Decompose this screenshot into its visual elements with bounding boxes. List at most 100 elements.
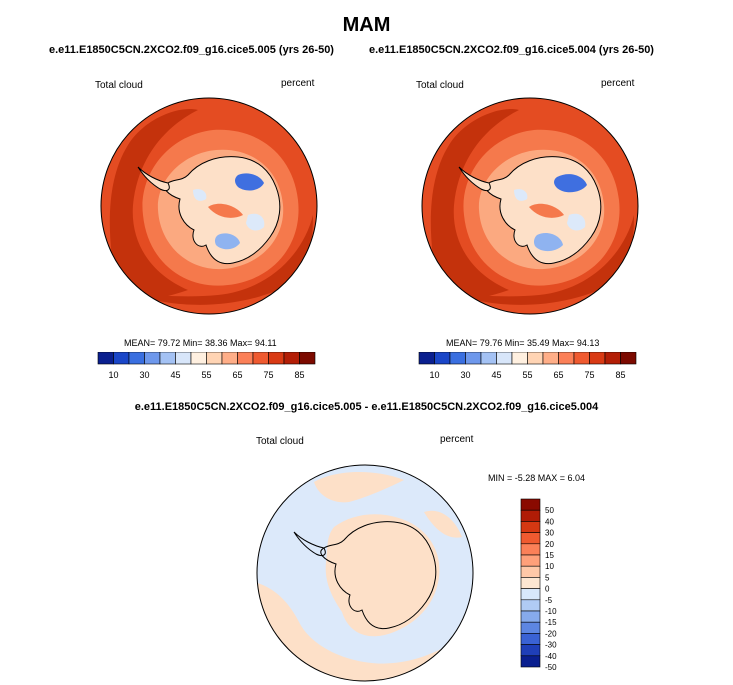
colorbar-cell [113, 352, 130, 365]
diff-peach-region-3 [257, 582, 473, 681]
colorbar-cell [573, 352, 590, 365]
colorbar-cell [465, 352, 482, 365]
panel1-blue-patch-1 [235, 173, 264, 191]
panel2-ross-sea [529, 203, 564, 218]
diff-colorbar-cells [520, 498, 541, 668]
panel2-map [421, 97, 639, 315]
colorbar-tick-label: 65 [232, 370, 242, 380]
colorbar-tick-label: -5 [545, 596, 553, 605]
panel1-blue-patch-3 [246, 213, 265, 231]
colorbar-cell [97, 352, 114, 365]
colorbar-tick-label: 15 [545, 551, 554, 560]
colorbar-tick-label: -15 [545, 618, 557, 627]
diff-map [256, 464, 474, 682]
colorbar-cell [252, 352, 269, 365]
colorbar-cell [520, 655, 541, 668]
colorbar-tick-label: 30 [545, 529, 554, 538]
panel1-units-label: percent [281, 78, 315, 89]
colorbar-cell [144, 352, 161, 365]
colorbar-cell [449, 352, 466, 365]
colorbar-tick-label: 30 [139, 370, 149, 380]
colorbar-tick-label: 85 [294, 370, 304, 380]
panel2-case-title: e.e11.E1850C5CN.2XCO2.f09_g16.cice5.004 … [369, 44, 654, 56]
colorbar-cell [520, 498, 541, 511]
panel2-variable-label: Total cloud [416, 80, 464, 91]
panel2-blue-patch-3 [567, 213, 586, 231]
colorbar-tick-label: 85 [615, 370, 625, 380]
colorbar-cell [434, 352, 451, 365]
diff-peninsula-outline [293, 531, 326, 557]
colorbar-tick-label: 75 [263, 370, 273, 380]
diff-peach-region-2 [325, 514, 440, 637]
colorbar-cell [520, 543, 541, 556]
colorbar-tick-label: 55 [522, 370, 532, 380]
diff-variable-label: Total cloud [256, 436, 304, 447]
panel1-colorbar: 1030455565758595 [97, 352, 316, 380]
panel1-variable-label: Total cloud [95, 80, 143, 91]
panel1-colorbar-labels: 1030455565758595 [108, 370, 304, 380]
colorbar-tick-label: 0 [545, 585, 550, 594]
panel2-dark-ring [430, 109, 519, 301]
colorbar-cell [511, 352, 528, 365]
colorbar-cell [558, 352, 575, 365]
colorbar-tick-label: -10 [545, 607, 557, 616]
colorbar-cell [520, 633, 541, 645]
diff-title: e.e11.E1850C5CN.2XCO2.f09_g16.cice5.005 … [134, 401, 599, 413]
colorbar-tick-label: 10 [108, 370, 118, 380]
diff-stats: MIN = -5.28 MAX = 6.04 [488, 473, 586, 483]
colorbar-cell [589, 352, 606, 365]
panel1-case-title: e.e11.E1850C5CN.2XCO2.f09_g16.cice5.005 … [49, 44, 334, 56]
colorbar-tick-label: 10 [545, 562, 554, 571]
colorbar-cell [159, 352, 176, 365]
diff-peach-region-4 [424, 510, 462, 538]
colorbar-cell [520, 577, 541, 589]
colorbar-cell [520, 599, 541, 612]
colorbar-cell [520, 644, 541, 657]
panel1-map [100, 97, 318, 315]
colorbar-cell [268, 352, 285, 365]
colorbar-cell [480, 352, 497, 365]
colorbar-cell [206, 352, 223, 365]
colorbar-cell [520, 532, 541, 545]
panel2-peninsula [458, 166, 491, 192]
colorbar-cell [128, 352, 145, 365]
colorbar-tick-label: 50 [545, 506, 554, 515]
colorbar-cell [520, 610, 541, 623]
panel1-peninsula [137, 166, 170, 192]
panel2-dark-ring-south [459, 215, 634, 305]
colorbar-cell [496, 352, 513, 365]
panel2-colorbar-labels: 1030455565758595 [429, 370, 625, 380]
colorbar-tick-label: -50 [545, 663, 557, 672]
colorbar-cell [527, 352, 544, 365]
colorbar-cell [283, 352, 300, 365]
colorbar-tick-label: 45 [170, 370, 180, 380]
colorbar-cell [175, 352, 192, 365]
colorbar-tick-label: -40 [545, 652, 557, 661]
panel2-blue-patch-4 [514, 189, 528, 201]
colorbar-tick-label: 55 [201, 370, 211, 380]
colorbar-tick-label: 20 [545, 540, 554, 549]
panel1-colorbar-cells [97, 352, 316, 365]
colorbar-cell [520, 588, 541, 601]
colorbar-tick-label: 5 [545, 573, 550, 582]
panel1-ross-sea [208, 203, 243, 218]
colorbar-cell [520, 554, 541, 567]
colorbar-cell [520, 565, 541, 578]
panel1-map-border [100, 97, 318, 315]
panel2-colorbar: 1030455565758595 [418, 352, 637, 380]
colorbar-tick-label: 65 [553, 370, 563, 380]
diff-peach-region-1 [314, 471, 404, 503]
panel1-stats: MEAN= 79.72 Min= 38.36 Max= 94.11 [124, 338, 277, 348]
colorbar-tick-label: -30 [545, 641, 557, 650]
colorbar-cell [520, 509, 541, 522]
panel1-dark-ring [109, 109, 198, 301]
colorbar-cell [604, 352, 621, 365]
panel2-map-border [421, 97, 639, 315]
panel2-stats: MEAN= 79.76 Min= 35.49 Max= 94.13 [446, 338, 600, 348]
panel2-blue-patch-2 [533, 233, 563, 252]
colorbar-tick-label: 30 [460, 370, 470, 380]
colorbar-tick-label: -20 [545, 629, 557, 638]
panel1-dark-ring-south [138, 215, 313, 305]
panel2-blue-patch-1 [554, 174, 587, 193]
